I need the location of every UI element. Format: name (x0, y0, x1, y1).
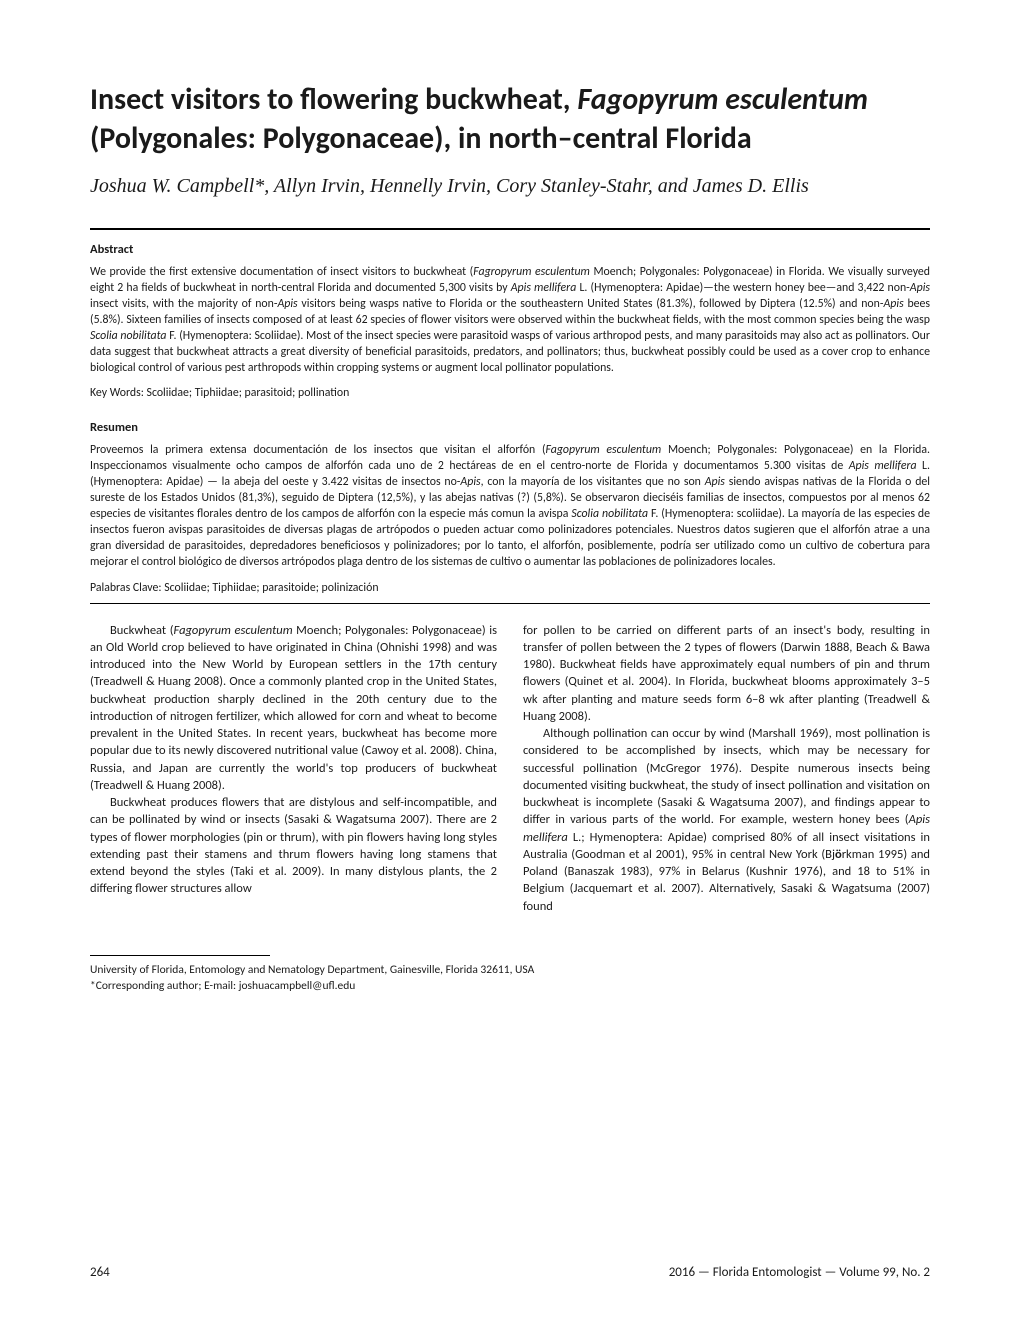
footnote-corresponding: *Corresponding author; E-mail: joshuacam… (90, 978, 930, 994)
title-post: (Polygonales: Polygonaceae), in north–ce… (90, 120, 752, 157)
keywords: Key Words: Scoliidae; Tiphiidae; parasit… (90, 386, 930, 402)
resumen-text: Proveemos la primera extensa documentaci… (90, 443, 930, 570)
abstract-heading: Abstract (90, 242, 930, 257)
journal-info: 2016 — Florida Entomologist — Volume 99,… (669, 1265, 930, 1280)
title-species: Fagopyrum esculentum (577, 81, 868, 118)
divider-mid (90, 603, 930, 604)
title-pre: Insect visitors to flowering buckwheat, (90, 81, 577, 118)
page-footer: 264 2016 — Florida Entomologist — Volume… (90, 1265, 930, 1280)
footnote-affiliation: University of Florida, Entomology and Ne… (90, 962, 930, 978)
author-list: Joshua W. Campbell*, Allyn Irvin, Hennel… (90, 172, 930, 200)
article-title: Insect visitors to flowering buckwheat, … (90, 80, 930, 158)
resumen-block: Resumen Proveemos la primera extensa doc… (90, 420, 930, 596)
body-column-right: for pollen to be carried on different pa… (523, 622, 930, 915)
body-column-left: Buckwheat (Fagopyrum esculentum Moench; … (90, 622, 497, 915)
footnote-separator (90, 955, 270, 956)
body-text: Buckwheat (Fagopyrum esculentum Moench; … (90, 622, 930, 915)
abstract-text: We provide the first extensive documenta… (90, 265, 930, 376)
palabras-clave: Palabras Clave: Scoliidae; Tiphiidae; pa… (90, 581, 930, 597)
page-number: 264 (90, 1265, 110, 1280)
resumen-heading: Resumen (90, 420, 930, 435)
divider-top (90, 228, 930, 230)
abstract-block: Abstract We provide the first extensive … (90, 242, 930, 402)
